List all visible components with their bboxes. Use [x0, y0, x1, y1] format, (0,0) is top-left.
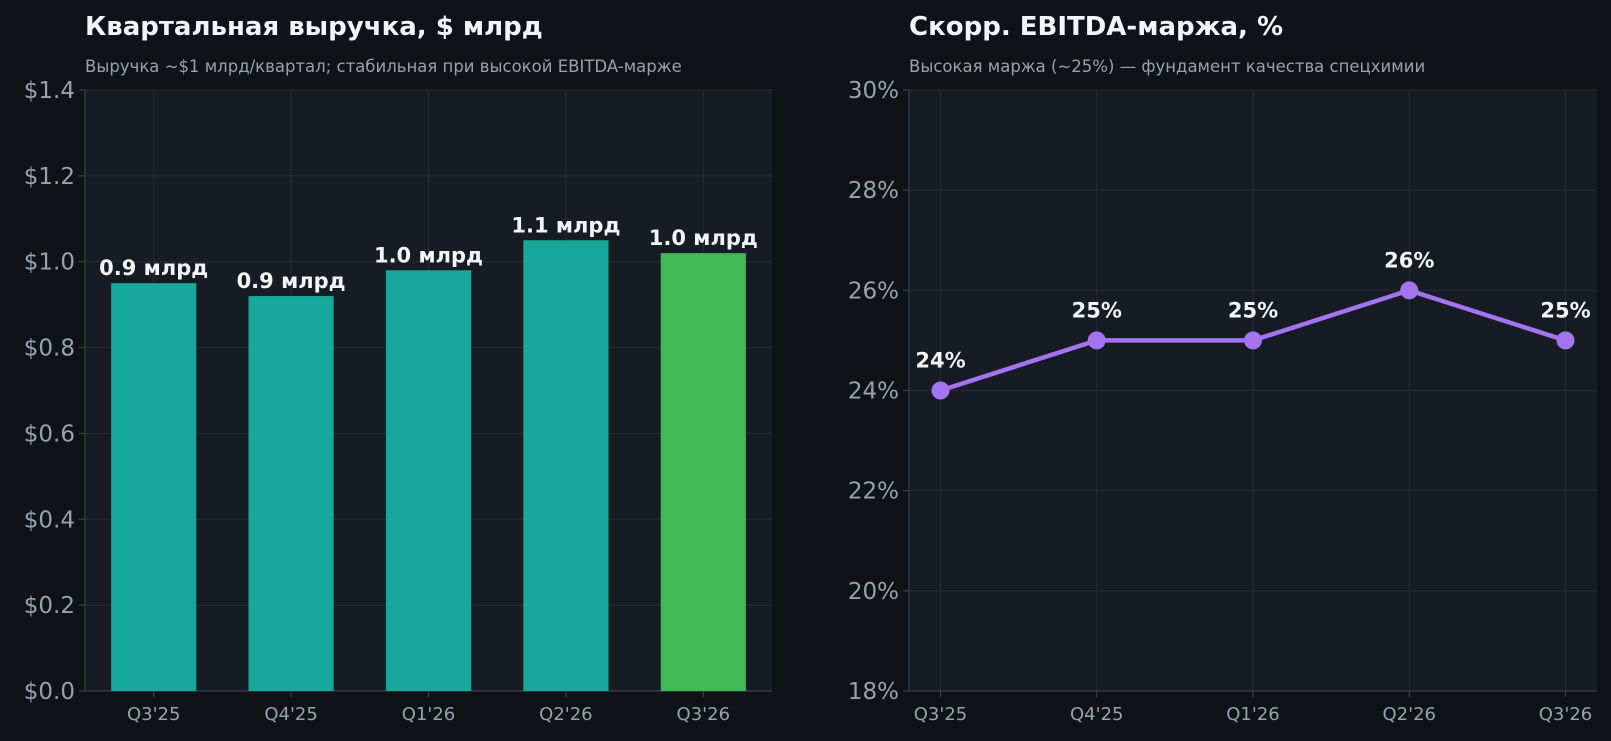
revenue-bar-label: 1.1 млрд [511, 213, 620, 237]
revenue-y-tick-label: $1.4 [24, 78, 75, 104]
revenue-bar [660, 253, 746, 691]
margin-x-tick-label: Q2'26 [1383, 704, 1436, 725]
margin-y-tick-label: 24% [848, 379, 899, 405]
revenue-bar-label: 1.0 млрд [374, 243, 483, 267]
margin-chart-title: Скорр. EBITDA-маржа, % [909, 12, 1283, 42]
revenue-bar [111, 283, 197, 691]
revenue-chart-subtitle: Выручка ~$1 млрд/квартал; стабильная при… [85, 57, 682, 76]
margin-point [1400, 281, 1419, 300]
margin-y-tick-label: 22% [848, 479, 899, 505]
revenue-bar-label: 1.0 млрд [649, 226, 758, 250]
margin-x-tick-label: Q3'25 [914, 704, 967, 725]
ebitda-margin-line-chart: Скорр. EBITDA-маржа, % Высокая маржа (~2… [848, 12, 1597, 725]
revenue-y-tick-label: $0.8 [24, 336, 75, 362]
revenue-x-tick-label: Q3'26 [677, 704, 730, 725]
margin-point-label: 24% [915, 349, 965, 373]
margin-x-tick-label: Q4'25 [1070, 704, 1123, 725]
margin-point-label: 25% [1228, 298, 1278, 322]
margin-y-tick-label: 18% [848, 679, 899, 705]
revenue-y-tick-label: $0.6 [24, 421, 75, 447]
margin-y-tick-label: 30% [848, 78, 899, 104]
margin-point [931, 381, 950, 400]
margin-x-tick-label: Q3'26 [1539, 704, 1592, 725]
margin-y-tick-label: 20% [848, 579, 899, 605]
revenue-bar [248, 296, 334, 691]
revenue-y-tick-label: $0.4 [24, 507, 75, 533]
margin-point [1087, 331, 1106, 350]
revenue-bar [385, 270, 472, 691]
revenue-bar-chart: Квартальная выручка, $ млрд Выручка ~$1 … [24, 12, 772, 725]
revenue-y-tick-label: $1.0 [24, 250, 75, 276]
margin-chart-subtitle: Высокая маржа (~25%) — фундамент качеств… [909, 57, 1425, 76]
revenue-x-tick-label: Q2'26 [539, 704, 592, 725]
revenue-x-tick-label: Q1'26 [402, 704, 455, 725]
revenue-bar [523, 240, 609, 691]
margin-point [1556, 331, 1575, 350]
revenue-bar-label: 0.9 млрд [99, 256, 208, 280]
margin-point-label: 25% [1072, 298, 1122, 322]
margin-y-tick-label: 26% [848, 278, 899, 304]
revenue-chart-title: Квартальная выручка, $ млрд [85, 12, 543, 42]
margin-y-tick-label: 28% [848, 178, 899, 204]
revenue-bar-label: 0.9 млрд [237, 269, 346, 293]
margin-point-label: 26% [1384, 248, 1434, 272]
revenue-y-tick-label: $0.0 [24, 679, 75, 705]
revenue-y-tick-label: $0.2 [24, 593, 75, 619]
revenue-y-tick-label: $1.2 [24, 164, 75, 190]
margin-point-label: 25% [1540, 298, 1590, 322]
revenue-x-tick-label: Q4'25 [264, 704, 317, 725]
revenue-x-tick-label: Q3'25 [127, 704, 180, 725]
margin-point [1244, 331, 1262, 350]
margin-x-tick-label: Q1'26 [1226, 704, 1279, 725]
